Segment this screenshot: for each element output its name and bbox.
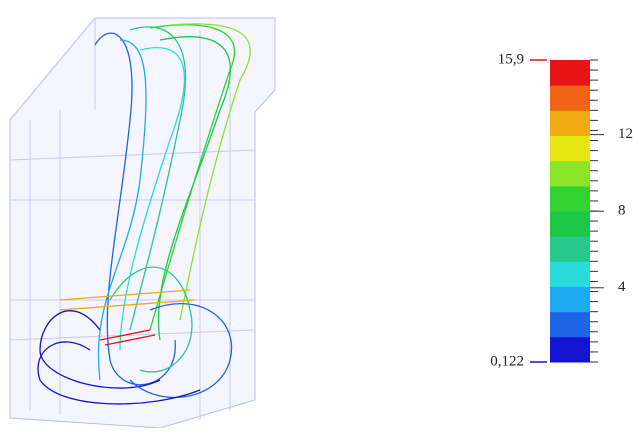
color-band bbox=[550, 312, 590, 338]
color-band bbox=[550, 236, 590, 262]
streamline-image bbox=[10, 18, 275, 428]
tick-label: 15,9 bbox=[498, 51, 524, 67]
tick-label: 12 bbox=[618, 126, 633, 142]
page: 0,122481215,9 (() => { const data = JSON… bbox=[0, 0, 633, 433]
figure: 0,122 4 8 12 15,9 bbox=[0, 0, 633, 428]
color-band bbox=[550, 186, 590, 212]
color-band bbox=[550, 110, 590, 136]
tick-label: 4 bbox=[618, 279, 626, 295]
tick-label: 8 bbox=[618, 203, 626, 219]
color-band bbox=[550, 211, 590, 237]
color-band bbox=[550, 161, 590, 187]
color-band bbox=[550, 85, 590, 111]
color-band bbox=[550, 261, 590, 287]
tick-label: 0,122 bbox=[490, 353, 524, 369]
colorbar: 0,122 4 8 12 15,9 bbox=[490, 51, 633, 369]
color-band bbox=[550, 136, 590, 162]
color-band bbox=[550, 60, 590, 86]
color-band bbox=[550, 337, 590, 363]
color-band bbox=[550, 287, 590, 313]
